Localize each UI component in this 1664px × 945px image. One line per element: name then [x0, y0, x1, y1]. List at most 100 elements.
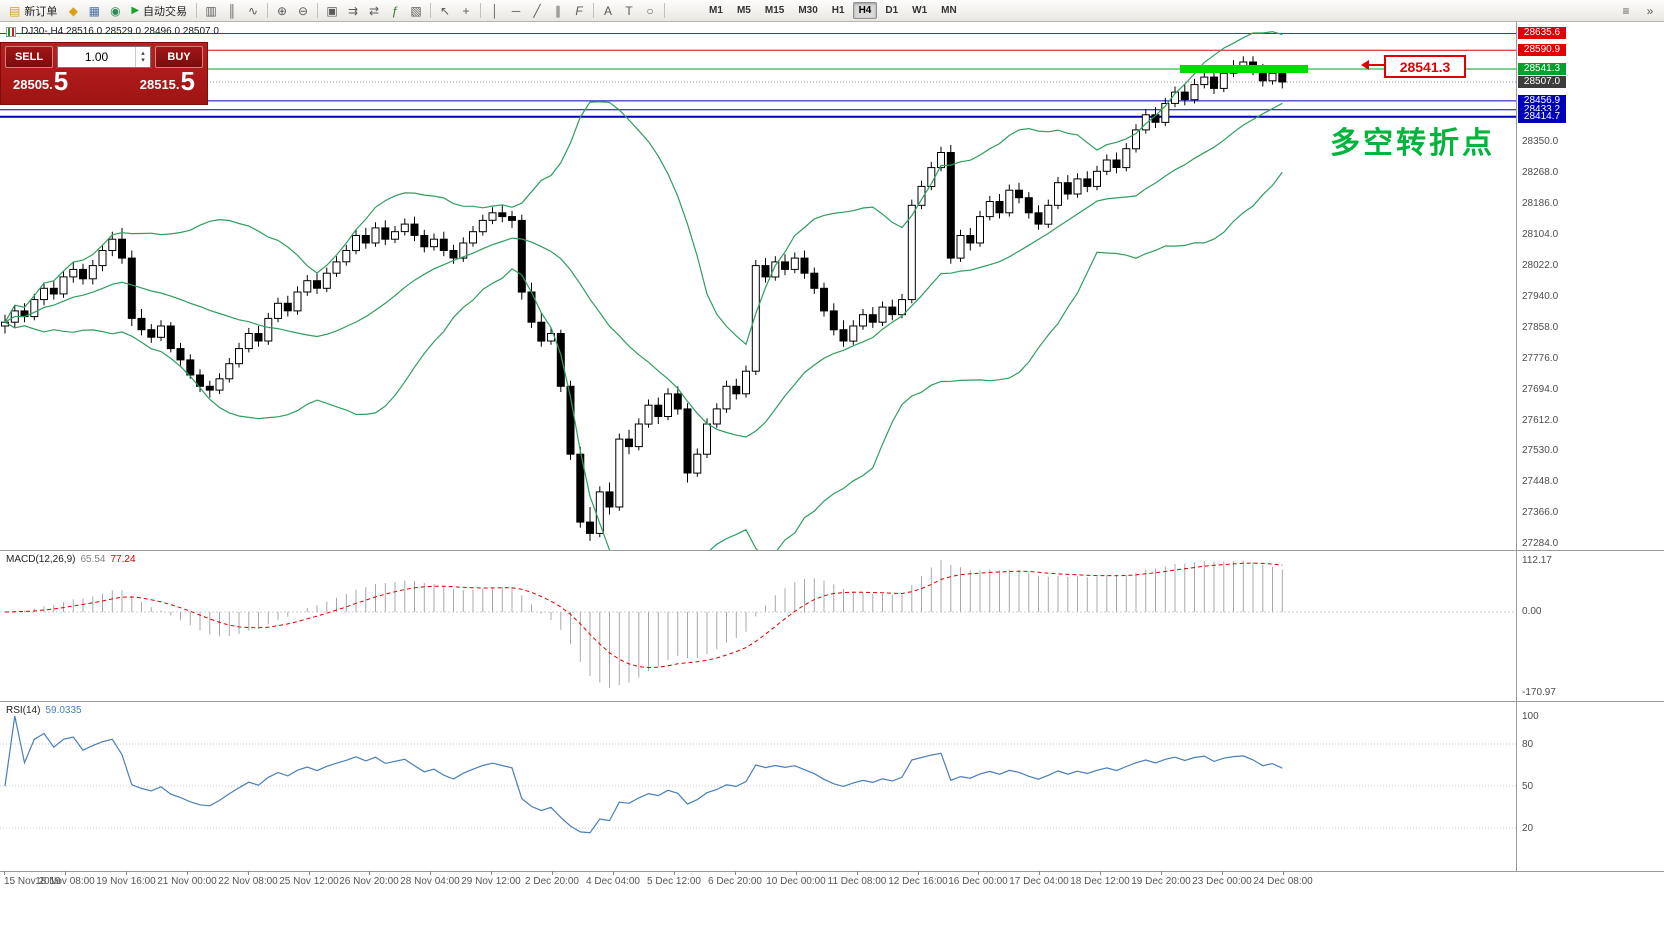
templates-icon: ▧	[410, 3, 422, 18]
time-label: 24 Dec 08:00	[1253, 876, 1313, 887]
trendline-button[interactable]: ╱	[527, 2, 547, 20]
ask-price-big-digit: 5	[180, 66, 195, 96]
channel-button[interactable]: ∥	[548, 2, 568, 20]
time-label: 15 Nov 2019	[4, 876, 61, 887]
indicators-button[interactable]: ƒ	[385, 2, 405, 20]
horizontal-line-button[interactable]: ─	[506, 2, 526, 20]
time-label: 19 Nov 16:00	[96, 876, 156, 887]
time-label: 29 Nov 12:00	[461, 876, 521, 887]
buy-button[interactable]: BUY	[155, 46, 203, 68]
chart-icon	[6, 26, 16, 37]
time-axis-tick	[309, 871, 310, 875]
zoom-out-button[interactable]: ⊖	[293, 2, 313, 20]
spinner-up-icon[interactable]: ▴	[141, 50, 145, 57]
candlestick-button[interactable]: ║	[222, 2, 242, 20]
text-label-button[interactable]: T	[619, 2, 639, 20]
timeframe-button-M5[interactable]: M5	[736, 5, 751, 16]
macd-axis-tick: 112.17	[1522, 555, 1552, 566]
price-axis-tick: 28268.0	[1522, 167, 1559, 178]
time-label: 19 Dec 20:00	[1131, 876, 1191, 887]
rsi-label: RSI(14) 59.0335	[6, 705, 82, 716]
macd-signal-value: 77.24	[110, 554, 136, 565]
ask-price-main: 28515.	[139, 77, 180, 92]
market-watch-button[interactable]: ▦	[84, 2, 104, 20]
new-order-label: 新订单	[24, 5, 58, 18]
toolbar-more-button[interactable]: ≡	[1616, 2, 1636, 20]
auto-scroll-icon: ⇉	[348, 3, 359, 18]
auto-trading-button[interactable]: ▶ 自动交易	[126, 2, 192, 20]
crosshair-icon: +	[462, 3, 470, 18]
time-label: 26 Nov 20:00	[339, 876, 399, 887]
time-label: 4 Dec 04:00	[586, 876, 640, 887]
text-icon: A	[604, 3, 613, 18]
price-axis-tick: 27940.0	[1522, 291, 1559, 302]
new-order-icon: ▤	[9, 3, 21, 18]
price-axis-tick: 27284.0	[1522, 538, 1559, 549]
time-label: 6 Dec 20:00	[708, 876, 762, 887]
text-button[interactable]: A	[598, 2, 618, 20]
shapes-icon: ○	[646, 3, 654, 18]
timeframe-button-W1[interactable]: W1	[912, 5, 928, 16]
tile-windows-button[interactable]: ▣	[322, 2, 342, 20]
bid-price: 28505. 5	[13, 68, 68, 94]
fibonacci-button[interactable]: F	[569, 2, 589, 20]
sell-button[interactable]: SELL	[5, 46, 53, 68]
timeframe-button-M15[interactable]: M15	[764, 5, 785, 16]
timeframe-toolbar: M1 M5 M15 M30 H1 H4 D1 W1 MN	[703, 2, 963, 19]
macd-label: MACD(12,26,9) 65.54 77.24	[6, 554, 136, 565]
time-label: 21 Nov 00:00	[157, 876, 217, 887]
new-chart-icon: ◆	[68, 3, 78, 18]
time-label: 18 Dec 12:00	[1070, 876, 1130, 887]
zoom-in-button[interactable]: ⊕	[272, 2, 292, 20]
time-axis-tick	[1100, 871, 1101, 875]
navigator-button[interactable]: ◉	[105, 2, 125, 20]
cursor-icon: ↖	[440, 3, 451, 18]
chart-ohlc-title: DJ30-,H4 28516.0 28529.0 28496.0 28507.0	[6, 26, 219, 37]
line-chart-button[interactable]: ∿	[243, 2, 263, 20]
price-line-tag: 28507.0	[1518, 76, 1566, 88]
vertical-line-button[interactable]: │	[485, 2, 505, 20]
panel-divider[interactable]	[0, 550, 1664, 551]
time-label: 23 Dec 00:00	[1192, 876, 1252, 887]
timeframe-button-MN[interactable]: MN	[941, 5, 957, 16]
bar-chart-icon: ▥	[205, 3, 217, 18]
templates-button[interactable]: ▧	[406, 2, 426, 20]
panel-divider	[0, 871, 1664, 872]
cursor-button[interactable]: ↖	[435, 2, 455, 20]
price-line-tag: 28414.7	[1518, 111, 1566, 123]
timeframe-button-D1[interactable]: D1	[885, 5, 899, 16]
volume-spinner-arrows[interactable]: ▴ ▾	[135, 47, 150, 67]
timeframe-button-H4[interactable]: H4	[852, 2, 878, 19]
new-order-button[interactable]: ▤ 新订单	[4, 2, 62, 20]
timeframe-button-H1[interactable]: H1	[831, 5, 845, 16]
time-axis-tick	[552, 871, 553, 875]
new-chart-button[interactable]: ◆	[63, 2, 83, 20]
spinner-down-icon[interactable]: ▾	[141, 57, 145, 64]
timeframe-button-M30[interactable]: M30	[798, 5, 818, 16]
rsi-indicator-chart[interactable]	[0, 702, 1516, 871]
time-label: 28 Nov 04:00	[400, 876, 460, 887]
macd-indicator-chart[interactable]	[0, 551, 1516, 701]
price-chart[interactable]	[0, 22, 1516, 550]
crosshair-button[interactable]: +	[456, 2, 476, 20]
bar-chart-button[interactable]: ▥	[201, 2, 221, 20]
shapes-button[interactable]: ○	[640, 2, 660, 20]
macd-main-value: 65.54	[80, 554, 106, 565]
toolbar-overflow-button[interactable]: »	[1640, 2, 1660, 20]
auto-scroll-button[interactable]: ⇉	[343, 2, 363, 20]
trendline-icon: ╱	[533, 3, 541, 18]
price-line-tag: 28635.6	[1518, 27, 1566, 39]
navigator-icon: ◉	[110, 3, 121, 18]
panel-divider[interactable]	[0, 701, 1664, 702]
text-label-icon: T	[625, 3, 633, 18]
time-label: 12 Dec 16:00	[888, 876, 948, 887]
chart-shift-icon: ⇄	[369, 3, 380, 18]
one-click-trading-panel: SELL 1.00 ▴ ▾ BUY 28505. 5 28515. 5	[0, 42, 208, 105]
time-label: 16 Dec 00:00	[948, 876, 1008, 887]
chart-shift-button[interactable]: ⇄	[364, 2, 384, 20]
candlestick-icon: ║	[227, 3, 237, 18]
volume-spinner[interactable]: 1.00 ▴ ▾	[57, 46, 151, 68]
price-annotation-box[interactable]: 28541.3	[1384, 55, 1466, 78]
timeframe-button-M1[interactable]: M1	[709, 5, 723, 16]
